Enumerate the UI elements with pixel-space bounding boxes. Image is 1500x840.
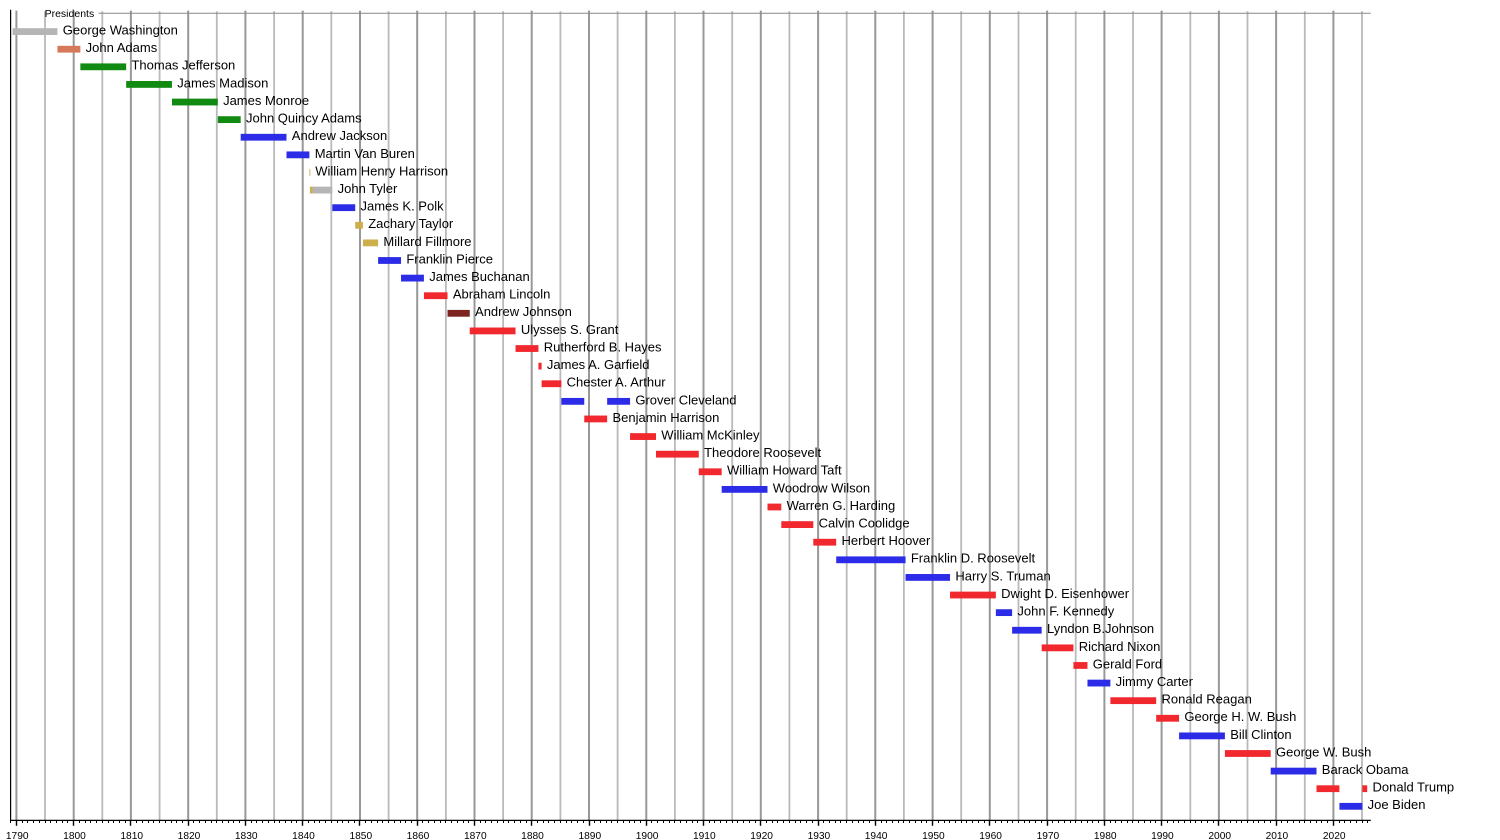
svg-text:Benjamin Harrison: Benjamin Harrison: [612, 410, 719, 425]
svg-text:William Henry Harrison: William Henry Harrison: [315, 163, 448, 178]
svg-text:James K. Polk: James K. Polk: [361, 199, 445, 214]
svg-text:1920: 1920: [750, 831, 773, 840]
svg-text:Ulysses S. Grant: Ulysses S. Grant: [521, 322, 619, 337]
svg-text:1950: 1950: [922, 831, 945, 840]
svg-text:1980: 1980: [1094, 831, 1117, 840]
svg-text:Abraham Lincoln: Abraham Lincoln: [453, 287, 551, 302]
svg-text:Andrew Jackson: Andrew Jackson: [292, 128, 387, 143]
svg-text:1970: 1970: [1037, 831, 1060, 840]
svg-text:2010: 2010: [1266, 831, 1289, 840]
svg-text:Franklin Pierce: Franklin Pierce: [406, 251, 493, 266]
svg-text:James Madison: James Madison: [177, 75, 268, 90]
svg-text:John Quincy Adams: John Quincy Adams: [246, 111, 362, 126]
svg-text:Joe Biden: Joe Biden: [1368, 797, 1426, 812]
svg-text:Zachary Taylor: Zachary Taylor: [368, 216, 454, 231]
svg-text:Rutherford B. Hayes: Rutherford B. Hayes: [544, 339, 662, 354]
svg-text:Grover Cleveland: Grover Cleveland: [635, 392, 736, 407]
svg-text:1830: 1830: [235, 831, 258, 840]
svg-text:Dwight D. Eisenhower: Dwight D. Eisenhower: [1001, 586, 1130, 601]
svg-text:Woodrow Wilson: Woodrow Wilson: [773, 480, 870, 495]
svg-text:1850: 1850: [349, 831, 372, 840]
svg-text:Barack Obama: Barack Obama: [1322, 762, 1409, 777]
svg-text:1900: 1900: [636, 831, 659, 840]
svg-text:2020: 2020: [1323, 831, 1346, 840]
svg-text:George W. Bush: George W. Bush: [1276, 744, 1371, 759]
svg-text:Herbert Hoover: Herbert Hoover: [842, 533, 932, 548]
svg-text:Gerald Ford: Gerald Ford: [1093, 656, 1162, 671]
svg-text:1910: 1910: [693, 831, 716, 840]
svg-text:James A. Garfield: James A. Garfield: [547, 357, 650, 372]
svg-text:Donald Trump: Donald Trump: [1372, 780, 1454, 795]
svg-text:William Howard Taft: William Howard Taft: [727, 463, 842, 478]
svg-text:1890: 1890: [578, 831, 601, 840]
svg-text:Warren G. Harding: Warren G. Harding: [787, 498, 896, 513]
svg-text:Chester A. Arthur: Chester A. Arthur: [567, 375, 667, 390]
svg-text:Bill Clinton: Bill Clinton: [1230, 727, 1291, 742]
svg-text:1870: 1870: [464, 831, 487, 840]
svg-text:1940: 1940: [865, 831, 888, 840]
svg-text:John F. Kennedy: John F. Kennedy: [1017, 604, 1114, 619]
svg-text:Richard Nixon: Richard Nixon: [1079, 639, 1161, 654]
svg-text:Lyndon B.Johnson: Lyndon B.Johnson: [1047, 621, 1154, 636]
svg-text:Franklin D. Roosevelt: Franklin D. Roosevelt: [911, 551, 1036, 566]
svg-text:1990: 1990: [1151, 831, 1174, 840]
svg-text:Calvin Coolidge: Calvin Coolidge: [819, 516, 910, 531]
svg-text:1880: 1880: [521, 831, 544, 840]
svg-text:1790: 1790: [6, 831, 29, 840]
svg-text:1840: 1840: [292, 831, 315, 840]
svg-text:Martin Van Buren: Martin Van Buren: [315, 146, 415, 161]
svg-text:Thomas Jefferson: Thomas Jefferson: [131, 58, 235, 73]
svg-text:George Washington: George Washington: [63, 23, 178, 38]
svg-text:Millard Fillmore: Millard Fillmore: [383, 234, 471, 249]
svg-text:2000: 2000: [1208, 831, 1231, 840]
svg-text:James Buchanan: James Buchanan: [429, 269, 529, 284]
svg-text:Theodore Roosevelt: Theodore Roosevelt: [704, 445, 821, 460]
svg-text:Ronald Reagan: Ronald Reagan: [1161, 692, 1251, 707]
svg-text:John Tyler: John Tyler: [338, 181, 398, 196]
svg-text:1860: 1860: [407, 831, 430, 840]
svg-text:1930: 1930: [808, 831, 831, 840]
svg-text:1800: 1800: [63, 831, 86, 840]
svg-text:Andrew Johnson: Andrew Johnson: [475, 304, 572, 319]
svg-text:1810: 1810: [120, 831, 143, 840]
svg-text:1960: 1960: [979, 831, 1002, 840]
svg-text:John Adams: John Adams: [86, 40, 158, 55]
svg-text:Harry S. Truman: Harry S. Truman: [955, 568, 1050, 583]
svg-text:Jimmy Carter: Jimmy Carter: [1116, 674, 1194, 689]
svg-text:James Monroe: James Monroe: [223, 93, 309, 108]
svg-text:William McKinley: William McKinley: [661, 427, 760, 442]
svg-text:George H. W. Bush: George H. W. Bush: [1184, 709, 1296, 724]
svg-text:1820: 1820: [178, 831, 201, 840]
svg-text:Presidents: Presidents: [45, 8, 95, 20]
